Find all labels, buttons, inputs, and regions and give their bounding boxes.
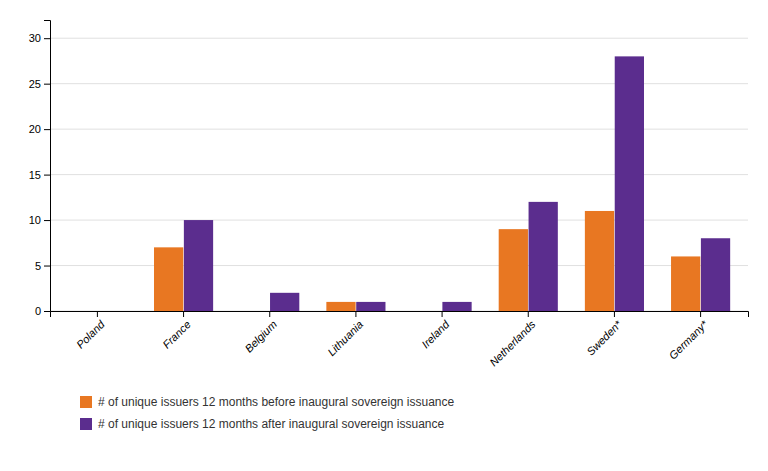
y-tick-mark	[44, 266, 50, 267]
bar	[184, 220, 213, 311]
y-tick-label: 10	[29, 214, 41, 226]
bar	[499, 229, 528, 311]
y-tick-label: 5	[35, 260, 41, 272]
bar	[413, 311, 442, 312]
x-tick: Germany*	[666, 311, 710, 362]
x-axis: Poland France Belgium Lithuania Ireland Nethe…	[51, 311, 749, 369]
legend-swatch	[80, 418, 92, 430]
bar	[68, 311, 97, 312]
y-tick-mark	[44, 175, 50, 176]
bar	[529, 202, 558, 311]
plot: 0 5 10 15 20 25 30 Poland France Belgium Lithuania…	[29, 21, 749, 369]
x-tick-mark	[355, 311, 356, 317]
y-tick-label: 30	[29, 32, 41, 44]
x-tick: Poland	[74, 311, 107, 351]
y-tick: 20	[29, 123, 50, 135]
x-tick-label: Poland	[74, 317, 107, 350]
x-tick-label: Belgium	[242, 318, 279, 355]
x-tick-mark	[614, 311, 615, 317]
y-tick: 5	[35, 260, 50, 272]
y-tick-label: 15	[29, 169, 41, 181]
x-tick: Lithuania	[325, 311, 365, 358]
x-tick-label: Ireland	[419, 317, 452, 350]
y-tick-label: 0	[35, 305, 41, 317]
x-tick-mark	[97, 311, 98, 317]
y-tick: 0	[35, 305, 50, 317]
x-tick-label: Sweden*	[584, 318, 624, 358]
chart-container: 0 5 10 15 20 25 30 Poland France Belgium Lithuania…	[0, 0, 768, 471]
y-tick-mark	[44, 129, 50, 130]
legend-label: # of unique issuers 12 months before ina…	[98, 395, 455, 409]
x-tick: France	[160, 311, 193, 351]
x-tick: Belgium	[242, 311, 279, 355]
bar	[326, 302, 355, 311]
y-axis: 0 5 10 15 20 25 30	[29, 21, 51, 318]
bars	[154, 56, 730, 311]
y-tick: 10	[29, 214, 50, 226]
legend: # of unique issuers 12 months before ina…	[80, 395, 455, 431]
y-tick: 30	[29, 32, 50, 44]
bar	[240, 311, 269, 312]
x-tick-label: Germany*	[666, 318, 710, 362]
x-tick: Ireland	[419, 311, 452, 350]
grid	[50, 38, 748, 311]
bar	[270, 293, 299, 311]
bar-series	[184, 56, 730, 311]
bar	[585, 211, 614, 311]
x-tick: Netherlands	[487, 311, 538, 369]
x-tick-label: Netherlands	[487, 318, 538, 369]
bar	[442, 302, 471, 311]
y-tick: 25	[29, 78, 50, 90]
y-tick: 15	[29, 169, 50, 181]
x-axis-line	[51, 312, 749, 318]
grid-line	[50, 38, 748, 39]
y-tick-label: 20	[29, 123, 41, 135]
legend-label: # of unique issuers 12 months after inau…	[98, 417, 445, 431]
legend-item: # of unique issuers 12 months after inau…	[80, 417, 445, 431]
y-tick-mark	[44, 84, 50, 85]
bar	[154, 247, 183, 311]
x-tick: Sweden*	[584, 311, 624, 358]
bar	[356, 302, 385, 311]
x-tick-mark	[528, 311, 529, 317]
bar	[98, 311, 127, 312]
x-tick-label: France	[160, 318, 193, 351]
y-axis-line	[44, 21, 51, 312]
chart-svg: 0 5 10 15 20 25 30 Poland France Belgium Lithuania…	[0, 0, 768, 471]
x-tick-mark	[269, 311, 270, 317]
x-tick-label: Lithuania	[325, 318, 365, 358]
legend-item: # of unique issuers 12 months before ina…	[80, 395, 455, 409]
bar	[615, 56, 644, 311]
y-tick-mark	[44, 38, 50, 39]
legend-swatch	[80, 396, 92, 408]
x-tick-mark	[442, 311, 443, 317]
y-tick-mark	[44, 311, 50, 312]
y-tick-label: 25	[29, 78, 41, 90]
bar	[701, 238, 730, 311]
x-tick-mark	[183, 311, 184, 317]
bar	[671, 256, 700, 311]
x-tick-mark	[700, 311, 701, 317]
y-tick-mark	[44, 220, 50, 221]
